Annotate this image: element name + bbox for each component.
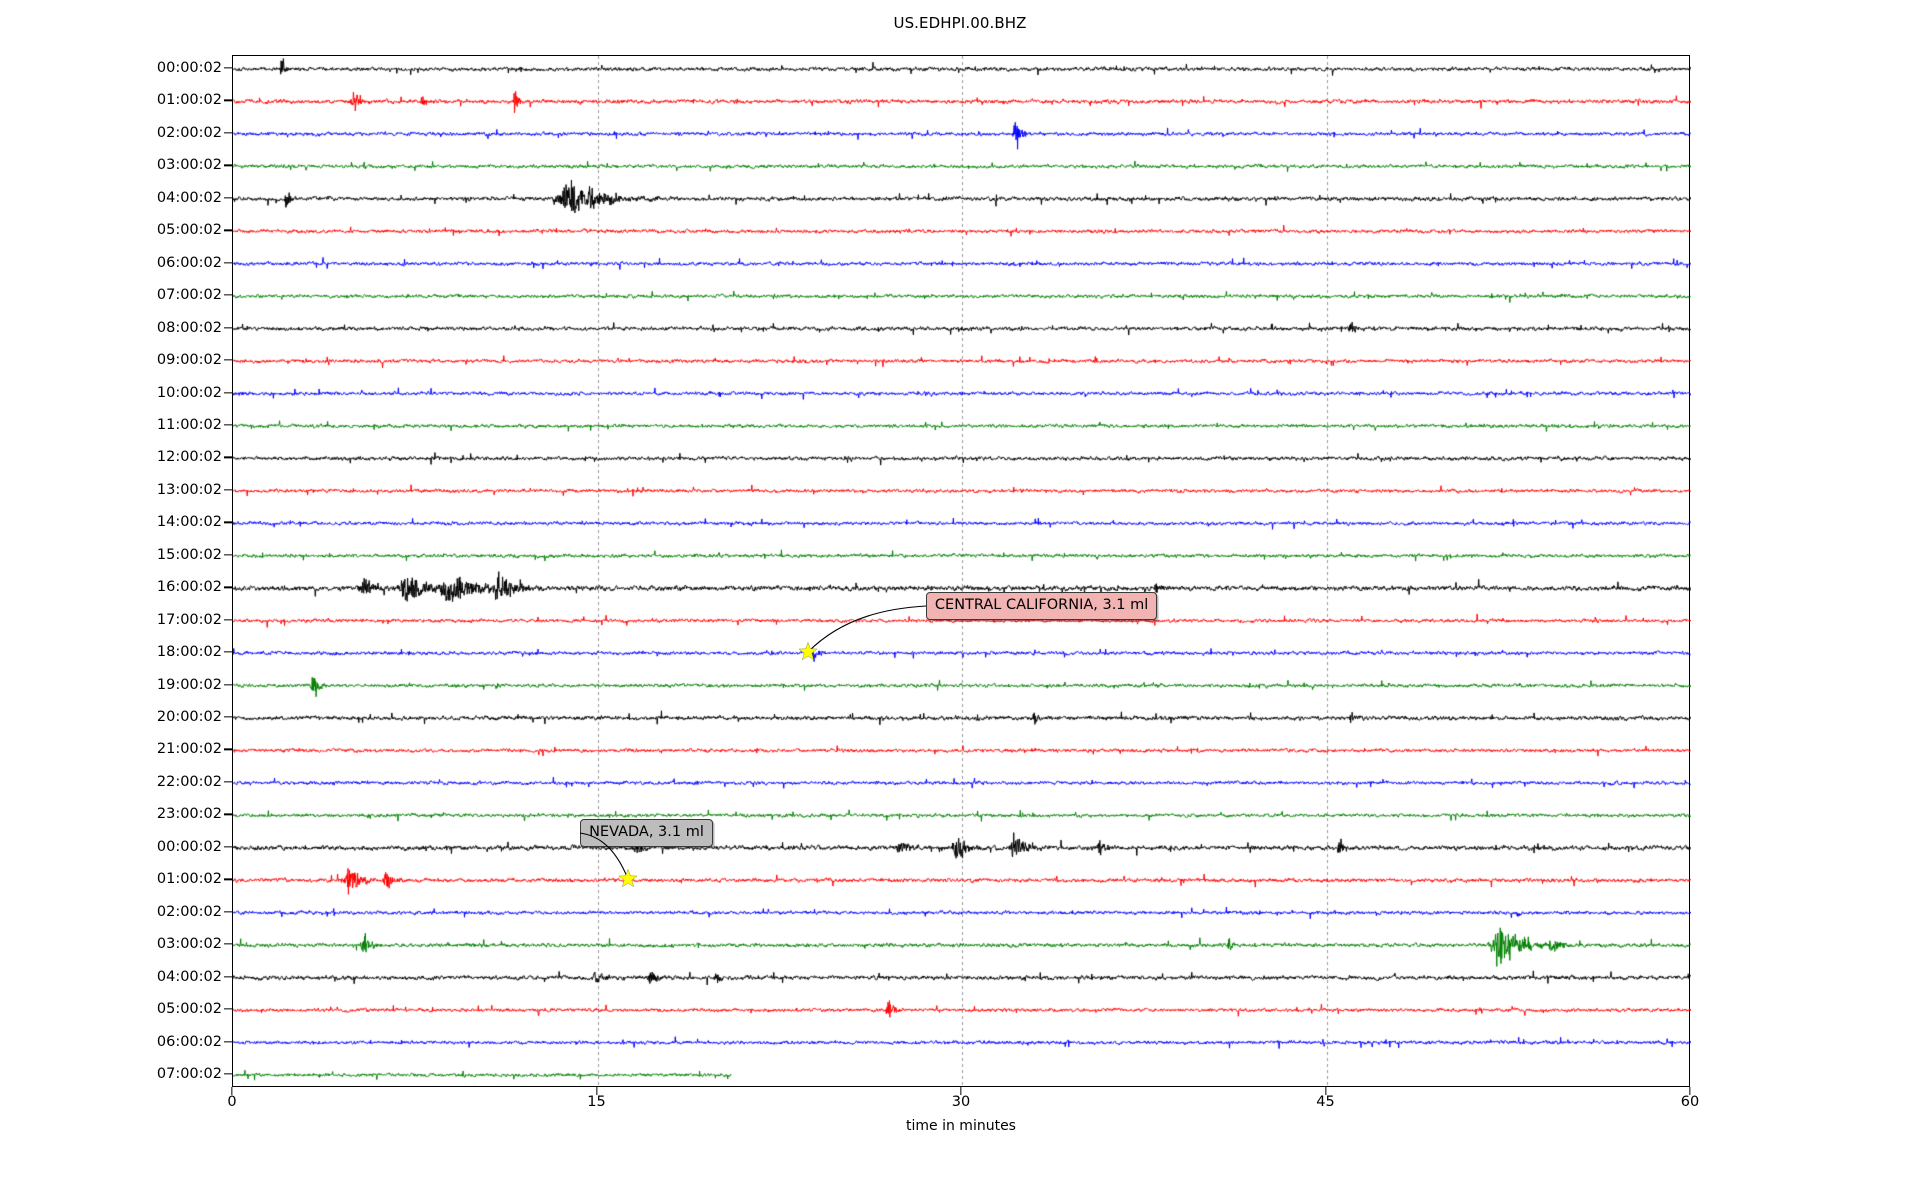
y-tick-mark — [224, 943, 233, 945]
y-tick-mark — [224, 748, 233, 751]
y-tick-label: 22:00:02 — [156, 773, 222, 790]
y-tick-mark — [224, 67, 233, 69]
x-tick-mark — [1689, 1087, 1691, 1095]
y-tick-mark — [224, 683, 233, 686]
page-title: US.EDHPI.00.BHZ — [893, 14, 1027, 32]
y-tick-label: 17:00:02 — [156, 611, 222, 628]
y-tick-label: 06:00:02 — [156, 254, 222, 271]
y-tick-label: 07:00:02 — [156, 287, 222, 304]
x-tick-mark — [1324, 1087, 1327, 1095]
event-annotation-label[interactable]: CENTRAL CALIFORNIA, 3.1 ml — [925, 592, 1158, 620]
y-tick-label: 01:00:02 — [156, 871, 222, 888]
y-tick-mark — [224, 1008, 233, 1010]
y-tick-mark — [224, 1040, 233, 1043]
y-tick-label: 19:00:02 — [156, 676, 222, 693]
y-tick-label: 01:00:02 — [156, 92, 222, 109]
x-axis-title: time in minutes — [906, 1118, 1016, 1134]
y-tick-mark — [224, 619, 233, 621]
y-tick-mark — [224, 164, 233, 166]
y-tick-mark — [224, 359, 233, 361]
y-tick-label: 00:00:02 — [156, 60, 222, 76]
y-tick-mark — [224, 456, 233, 459]
y-tick-mark — [224, 489, 233, 491]
y-tick-label: 13:00:02 — [156, 481, 222, 498]
y-tick-mark — [224, 554, 233, 556]
y-tick-label: 00:00:02 — [156, 838, 222, 855]
y-tick-mark — [224, 132, 233, 134]
x-tick-label: 15 — [587, 1094, 606, 1110]
y-tick-label: 16:00:02 — [156, 579, 222, 596]
y-tick-mark — [224, 781, 233, 783]
seismic-traces-canvas — [233, 56, 1691, 1088]
y-tick-label: 14:00:02 — [156, 514, 222, 531]
y-tick-label: 07:00:02 — [156, 1066, 222, 1082]
y-tick-mark — [224, 911, 233, 913]
y-tick-label: 18:00:02 — [156, 644, 222, 661]
y-axis-tick-labels: 00:00:02 01:00:02 02:00:02 03:00:02 04:00:02… — [0, 0, 233, 1200]
y-tick-mark — [224, 586, 233, 588]
y-tick-label: 02:00:02 — [156, 903, 222, 920]
y-tick-mark — [224, 975, 233, 978]
event-annotation-label[interactable]: NEVADA, 3.1 ml — [580, 819, 713, 847]
x-tick-label: 45 — [1316, 1094, 1335, 1110]
y-tick-label: 08:00:02 — [156, 319, 222, 336]
y-tick-mark — [224, 197, 233, 199]
y-tick-label: 20:00:02 — [156, 709, 222, 726]
y-tick-label: 05:00:02 — [156, 1001, 222, 1018]
y-tick-label: 03:00:02 — [156, 157, 222, 174]
y-tick-label: 12:00:02 — [156, 449, 222, 466]
y-tick-mark — [224, 424, 233, 426]
y-tick-mark — [224, 326, 233, 329]
x-tick-label: 60 — [1680, 1094, 1700, 1110]
y-tick-label: 02:00:02 — [156, 124, 222, 141]
y-tick-mark — [224, 262, 233, 264]
y-tick-label: 15:00:02 — [156, 546, 222, 563]
y-tick-label: 06:00:02 — [156, 1033, 222, 1050]
y-tick-label: 09:00:02 — [156, 352, 222, 369]
y-tick-mark — [224, 521, 233, 523]
x-tick-label: 0 — [227, 1094, 237, 1110]
y-tick-mark — [224, 229, 233, 231]
y-tick-mark — [224, 1073, 233, 1075]
plot-axes-frame — [232, 55, 1691, 1088]
x-tick-mark — [960, 1087, 962, 1095]
y-tick-mark — [224, 846, 233, 848]
x-tick-mark — [231, 1087, 233, 1095]
y-tick-mark — [224, 391, 233, 394]
y-tick-label: 05:00:02 — [156, 222, 222, 239]
y-tick-mark — [224, 716, 233, 718]
y-tick-mark — [224, 651, 233, 653]
y-tick-mark — [224, 813, 233, 816]
y-tick-label: 21:00:02 — [156, 741, 222, 758]
x-tick-mark — [595, 1087, 598, 1095]
y-tick-label: 11:00:02 — [156, 416, 222, 433]
y-tick-mark — [224, 99, 233, 102]
y-tick-mark — [224, 294, 233, 296]
y-tick-label: 03:00:02 — [156, 936, 222, 953]
x-tick-label: 30 — [951, 1094, 971, 1110]
y-tick-label: 04:00:02 — [156, 189, 222, 206]
y-tick-label: 10:00:02 — [156, 384, 222, 401]
y-tick-label: 04:00:02 — [156, 968, 222, 985]
y-tick-mark — [224, 878, 233, 880]
y-tick-label: 23:00:02 — [156, 806, 222, 823]
